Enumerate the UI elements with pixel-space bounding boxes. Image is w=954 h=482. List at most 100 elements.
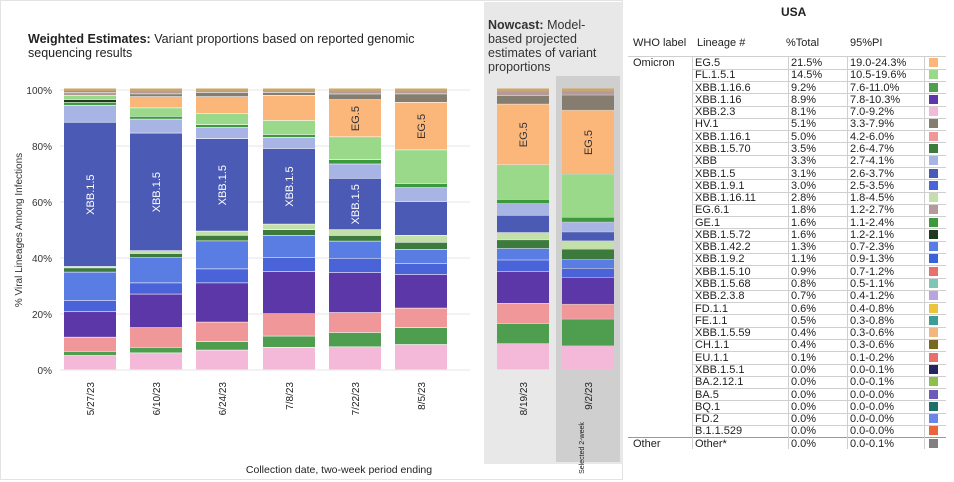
row-divider	[693, 302, 946, 304]
cell-pct: 9.2%	[791, 81, 817, 94]
bar-segment-GE.1	[196, 125, 248, 128]
bar-label: XBB.1.5	[85, 174, 97, 214]
bar-cap	[562, 88, 614, 92]
nowcast-title-rest: Model-based projected estimates of varia…	[488, 18, 597, 74]
color-swatch	[929, 82, 938, 92]
row-divider	[693, 400, 946, 402]
bar-segment-XBB.1.42.2	[64, 272, 116, 301]
color-swatch	[929, 143, 938, 153]
color-swatch	[929, 217, 938, 227]
cell-pi: 7.8-10.3%	[850, 93, 901, 106]
table-row: XBB.1.5.70 3.5% 2.6-4.7%	[628, 143, 946, 155]
cell-pi: 0.0-0.1%	[850, 437, 895, 450]
header-pct: %Total	[786, 37, 820, 49]
table-row: XBB 3.3% 2.7-4.1%	[628, 155, 946, 167]
bar-segment-XBB.1.9.1	[395, 263, 447, 275]
bar-segment-XBB.1.5	[562, 232, 614, 241]
bar-cap	[329, 88, 381, 92]
color-swatch	[929, 426, 938, 436]
table-row: GE.1 1.6% 1.1-2.4%	[628, 217, 946, 229]
bar-segment-XBB.1.16.1	[64, 337, 116, 352]
cell-pi: 0.0-0.1%	[850, 364, 895, 376]
cell-pct: 0.0%	[791, 376, 817, 389]
bar-segment-XBB.1.16.6	[64, 351, 116, 356]
bar-segment-XBB.1.42.2	[329, 241, 381, 258]
cell-lineage: EU.1.1	[695, 351, 729, 364]
cell-pi: 0.4-1.2%	[850, 290, 895, 303]
row-divider	[693, 277, 946, 279]
bar-segment-HV.1	[497, 95, 549, 104]
row-divider	[693, 338, 946, 340]
bar-segment-XBB.1.5.70	[497, 240, 549, 249]
row-divider	[693, 289, 946, 291]
cell-pct: 8.9%	[791, 93, 817, 106]
col-divider	[692, 56, 693, 449]
bar-segment-XBB.1.42.2	[562, 259, 614, 269]
cell-pi: 1.2-2.1%	[850, 228, 895, 241]
cell-pct: 1.8%	[791, 204, 817, 217]
color-swatch	[929, 266, 938, 276]
table-row: XBB.2.3 8.1% 7.0-9.2%	[628, 106, 946, 118]
bar-segment-XBB.1.16.1	[263, 314, 315, 336]
row-divider	[693, 351, 946, 353]
x-axis-ticks: 5/27/23 6/10/23 6/24/23 7/8/23 7/22/23 8/5/23…	[86, 382, 595, 416]
cell-pct: 0.6%	[791, 302, 817, 315]
cell-lineage: BA.5	[695, 388, 719, 401]
cell-lineage: XBB	[695, 155, 718, 168]
bar-segment-XBB.1.16.6	[329, 332, 381, 347]
bar-segment-EG.6.1	[130, 90, 182, 94]
cell-pct: 0.0%	[791, 437, 817, 450]
color-swatch	[929, 242, 938, 252]
cell-pct: 2.8%	[791, 192, 817, 205]
color-swatch	[929, 193, 938, 203]
bar-segment-FL.1.5.1	[497, 165, 549, 200]
cell-pct: 14.5%	[791, 69, 823, 82]
row-divider	[693, 81, 946, 83]
cell-lineage: XBB.1.42.2	[695, 241, 751, 254]
cell-pct: 0.0%	[791, 413, 817, 426]
bar-segment-XBB.1.16.11	[562, 241, 614, 249]
cell-pct: 0.4%	[791, 327, 817, 340]
cell-pi: 0.1-0.2%	[850, 351, 895, 364]
row-divider	[693, 240, 946, 242]
color-swatch	[929, 70, 938, 80]
bar-segment-XBB.2.3	[497, 344, 549, 370]
row-divider	[693, 265, 946, 267]
bar-segment-GE.1	[130, 116, 182, 119]
bar-segment-XBB.1.16.6	[562, 319, 614, 346]
row-divider	[693, 105, 946, 107]
bar-segment-XBB.1.9.1	[562, 268, 614, 278]
bar-segment-XBB.1.5	[263, 148, 315, 224]
row-divider	[693, 117, 946, 119]
row-divider	[693, 424, 946, 426]
cell-pi: 1.1-2.4%	[850, 216, 895, 229]
color-swatch	[929, 254, 938, 264]
color-swatch	[929, 389, 938, 399]
bar-segment-XBB.1.5.70	[130, 253, 182, 258]
table-row: XBB.1.42.2 1.3% 0.7-2.3%	[628, 241, 946, 253]
bar-segment-XBB	[395, 188, 447, 202]
color-swatch	[929, 131, 938, 141]
bar-segment-XBB.1.16.6	[130, 347, 182, 353]
cell-pct: 8.1%	[791, 106, 817, 119]
bar-segment-XBB.1.9.1	[64, 300, 116, 312]
cell-pi: 7.6-11.0%	[850, 81, 900, 94]
bar-cap	[263, 88, 315, 92]
table-row: XBB.1.5.10 0.9% 0.7-1.2%	[628, 266, 946, 278]
header-pi: 95%PI	[850, 37, 883, 49]
bar-segment-XBB.1.16	[196, 283, 248, 322]
bar-segment-XBB.1.16	[130, 294, 182, 328]
cell-lineage: FL.1.5.1	[695, 69, 736, 82]
bar-segment-XBB	[497, 204, 549, 215]
bar-segment-XBB.1.16.1	[329, 312, 381, 333]
table-row: FE.1.1 0.5% 0.3-0.8%	[628, 315, 946, 327]
bar-segment-XBB.1.5	[329, 178, 381, 230]
bar-segment-XBB.1.16.6	[395, 328, 447, 345]
color-swatch	[929, 414, 938, 424]
cell-lineage: XBB.1.16.11	[695, 192, 756, 205]
cell-pi: 0.3-0.6%	[850, 339, 895, 352]
bar-segment-EG.6.1	[329, 90, 381, 94]
row-divider	[693, 216, 946, 218]
color-swatch	[929, 365, 938, 374]
bar-cap	[130, 88, 182, 92]
